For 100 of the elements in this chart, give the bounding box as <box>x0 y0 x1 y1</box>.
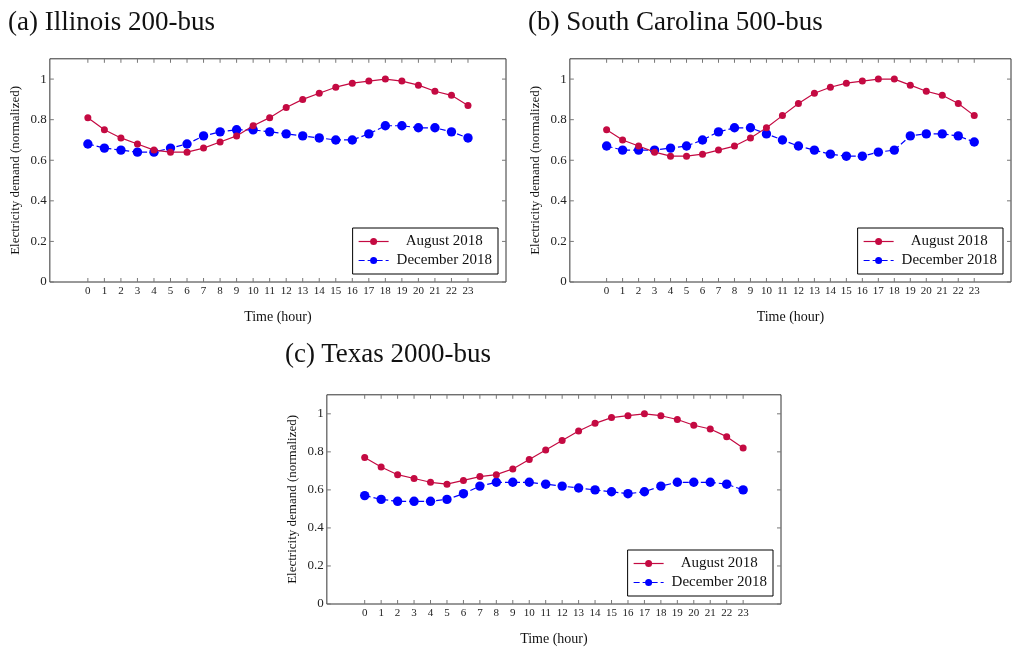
point <box>508 477 518 487</box>
point <box>778 112 786 120</box>
point <box>558 436 566 444</box>
point <box>730 142 738 150</box>
y-tick-label: 0.8 <box>30 111 47 127</box>
point <box>491 477 502 487</box>
y-tick-label: 0.6 <box>307 481 325 497</box>
point <box>380 121 391 131</box>
point <box>842 79 850 87</box>
x-tick-label: 20 <box>412 284 425 297</box>
legend-label: December 2018 <box>901 251 998 268</box>
point <box>639 487 650 497</box>
point <box>575 427 583 435</box>
x-tick-label: 19 <box>671 606 684 619</box>
point <box>446 127 457 137</box>
point <box>425 496 436 506</box>
point <box>874 75 882 83</box>
x-tick-label: 22 <box>721 606 733 619</box>
point <box>464 101 472 109</box>
point <box>681 141 692 151</box>
point <box>443 480 451 488</box>
x-tick-label: 5 <box>444 606 451 619</box>
x-tick-label: 10 <box>523 606 536 619</box>
point <box>705 477 715 487</box>
point <box>430 123 440 133</box>
point <box>953 131 963 141</box>
point <box>739 444 747 452</box>
point <box>360 490 370 501</box>
legend-label: December 2018 <box>396 251 493 268</box>
x-tick-label: 19 <box>904 284 917 297</box>
point <box>282 104 290 111</box>
point <box>182 139 192 149</box>
x-tick-label: 21 <box>936 284 948 297</box>
y-tick-label: 0.4 <box>550 192 568 208</box>
point <box>524 477 534 487</box>
point <box>656 481 666 491</box>
y-tick-label: 0.2 <box>30 232 47 248</box>
x-tick-label: 1 <box>378 606 384 619</box>
point <box>690 421 698 429</box>
point <box>376 494 386 505</box>
y-tick-label: 0.8 <box>307 443 324 459</box>
point <box>414 81 422 89</box>
x-tick-label: 3 <box>411 606 418 619</box>
point <box>266 114 274 122</box>
x-axis-title: Time (hour) <box>756 309 825 326</box>
point <box>608 414 616 422</box>
point <box>100 126 108 134</box>
x-tick-label: 2 <box>118 284 124 297</box>
x-tick-label: 3 <box>651 284 658 297</box>
point <box>665 143 676 153</box>
point <box>777 135 788 145</box>
point <box>117 134 125 142</box>
x-tick-label: 8 <box>217 284 224 297</box>
x-tick-label: 4 <box>667 284 674 297</box>
x-tick-label: 15 <box>330 284 342 297</box>
legend-label: August 2018 <box>405 232 483 249</box>
point <box>459 476 467 484</box>
x-tick-label: 3 <box>134 284 141 297</box>
point <box>673 416 681 424</box>
x-tick-label: 6 <box>699 284 706 297</box>
x-tick-label: 13 <box>808 284 821 297</box>
point <box>84 114 92 122</box>
x-tick-label: 23 <box>968 284 981 297</box>
point <box>442 494 452 505</box>
point <box>794 99 802 107</box>
point <box>606 487 617 497</box>
point <box>183 148 191 156</box>
point <box>619 136 627 144</box>
y-tick-label: 0.2 <box>550 232 567 248</box>
point <box>889 145 900 155</box>
point <box>509 465 517 473</box>
x-tick-label: 5 <box>167 284 174 297</box>
x-tick-label: 23 <box>462 284 474 297</box>
x-tick-label: 7 <box>477 606 484 619</box>
point <box>826 83 834 91</box>
x-tick-label: 14 <box>824 284 837 297</box>
x-tick-label: 8 <box>731 284 738 297</box>
point <box>361 454 369 462</box>
point <box>809 145 820 155</box>
point <box>299 95 307 103</box>
x-tick-label: 15 <box>840 284 853 297</box>
point <box>365 77 373 85</box>
x-tick-label: 18 <box>888 284 901 297</box>
point <box>825 149 836 159</box>
x-tick-label: 9 <box>747 284 754 297</box>
point <box>132 147 143 157</box>
point <box>858 77 866 85</box>
point <box>541 479 551 489</box>
x-tick-label: 6 <box>184 284 191 297</box>
x-tick-label: 11 <box>540 606 551 619</box>
point <box>475 481 485 491</box>
x-tick-label: 22 <box>445 284 457 297</box>
x-tick-label: 8 <box>493 606 500 619</box>
point <box>216 138 224 146</box>
x-tick-label: 0 <box>603 284 610 297</box>
y-axis-title: Electricity demand (normalized) <box>527 85 543 255</box>
x-tick-label: 14 <box>313 284 326 297</box>
legend-label: August 2018 <box>910 232 988 249</box>
point <box>624 412 632 420</box>
point <box>525 455 533 463</box>
